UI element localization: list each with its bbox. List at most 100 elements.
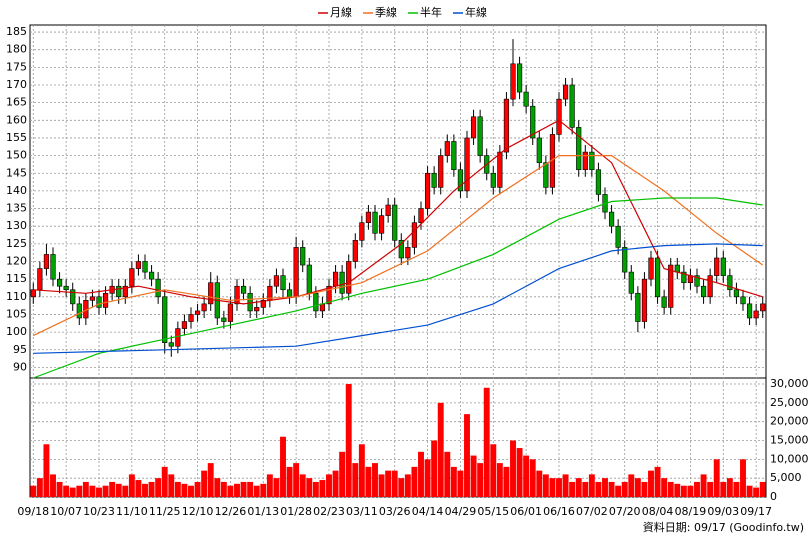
volume-bar [128,474,135,497]
volume-bar [398,478,405,497]
volume-bar [713,459,720,497]
candle-body [727,275,733,291]
volume-bar [654,466,661,497]
volume-bar [358,444,365,497]
volume-bar [220,481,227,497]
volume-bar [582,481,589,497]
candle-body [503,98,510,153]
volume-bar [306,478,313,497]
candle-body [43,254,50,269]
volume-bar [194,481,201,497]
volume-bar [667,481,674,497]
volume-bar [286,466,293,497]
volume-bar [332,470,339,497]
volume-bar [720,481,727,497]
x-tick-label: 06/01 [510,505,542,518]
candle-body [668,264,674,308]
volume-bar [411,466,418,497]
candle-body [470,116,477,139]
candle-body [457,169,464,192]
candle-body [148,271,155,280]
candle-body [622,247,628,273]
volume-bar [680,485,687,497]
volume-bar [76,485,83,497]
candle-body [227,303,234,322]
volume-bar [135,480,142,497]
x-tick-label: 12/26 [215,505,247,518]
candle-body [56,278,63,287]
x-tick-label: 09/17 [740,505,772,518]
volume-bar [385,470,392,497]
x-tick-label: 06/16 [543,505,575,518]
volume-bar [102,485,109,497]
volume-bar [319,480,326,497]
volume-bar [733,481,740,497]
volume-bar [621,481,628,497]
candle-body [556,98,562,135]
candle-body [543,162,549,188]
moving-average-line [33,197,763,379]
candle-body [260,300,266,308]
y-tick-label: 165 [6,96,27,109]
candle-body [234,285,240,305]
candle-body [720,257,726,276]
candle-body [405,247,411,259]
volume-bar [372,463,378,497]
candle-body [654,257,661,298]
candle-body [635,292,641,322]
candle-body [753,310,759,319]
x-tick-label: 02/23 [313,505,345,518]
candle-body [50,254,56,280]
candle-body [733,289,740,298]
x-tick-label: 09/18 [17,505,49,518]
candle-body [523,91,529,107]
volume-bar [142,483,148,497]
volume-bar [280,436,286,497]
candle-body [339,271,345,294]
volume-bar [753,487,760,497]
y-tick-label: 155 [6,131,27,144]
x-tick-label: 04/29 [445,505,477,518]
y-tick-label: 125 [6,237,27,250]
volume-bar [253,485,260,497]
volume-bar [293,463,300,497]
x-tick-label: 03/26 [379,505,411,518]
volume-bar [542,474,549,497]
volume-bar [628,474,635,497]
candle-body [306,264,312,294]
volume-bar [457,470,464,497]
moving-average-line [33,243,763,354]
candle-body [477,116,483,156]
y-tick-label: 160 [6,113,27,126]
volume-bar [391,470,398,497]
volume-bar [549,478,556,497]
volume-bar [602,478,608,497]
y2-tick-label: 5,000 [770,471,802,484]
volume-bar [510,440,516,497]
candle-body [438,155,444,188]
volume-bar [634,478,641,497]
volume-bar [89,485,96,497]
candle-body [359,222,365,241]
x-tick-label: 05/15 [477,505,509,518]
volume-bar [352,463,359,497]
candle-body [628,271,634,294]
volume-bar [418,451,424,497]
candle-body [96,296,102,308]
candle-body [582,151,588,171]
volume-bar [312,481,319,497]
x-tick-label: 04/14 [412,505,444,518]
volume-bar [575,478,582,497]
volume-bar [188,485,194,497]
x-tick-label: 10/07 [50,505,82,518]
candle-body [694,275,700,287]
legend: 月線 季線 半年 年線 [318,5,487,19]
candle-body [451,141,457,171]
volume-bar [562,474,569,497]
candle-body [516,63,523,93]
y2-tick-label: 10,000 [770,452,808,465]
volume-bar [234,483,240,497]
volume-bar [496,463,503,497]
candle-body [444,141,450,156]
candle-body [175,328,181,347]
